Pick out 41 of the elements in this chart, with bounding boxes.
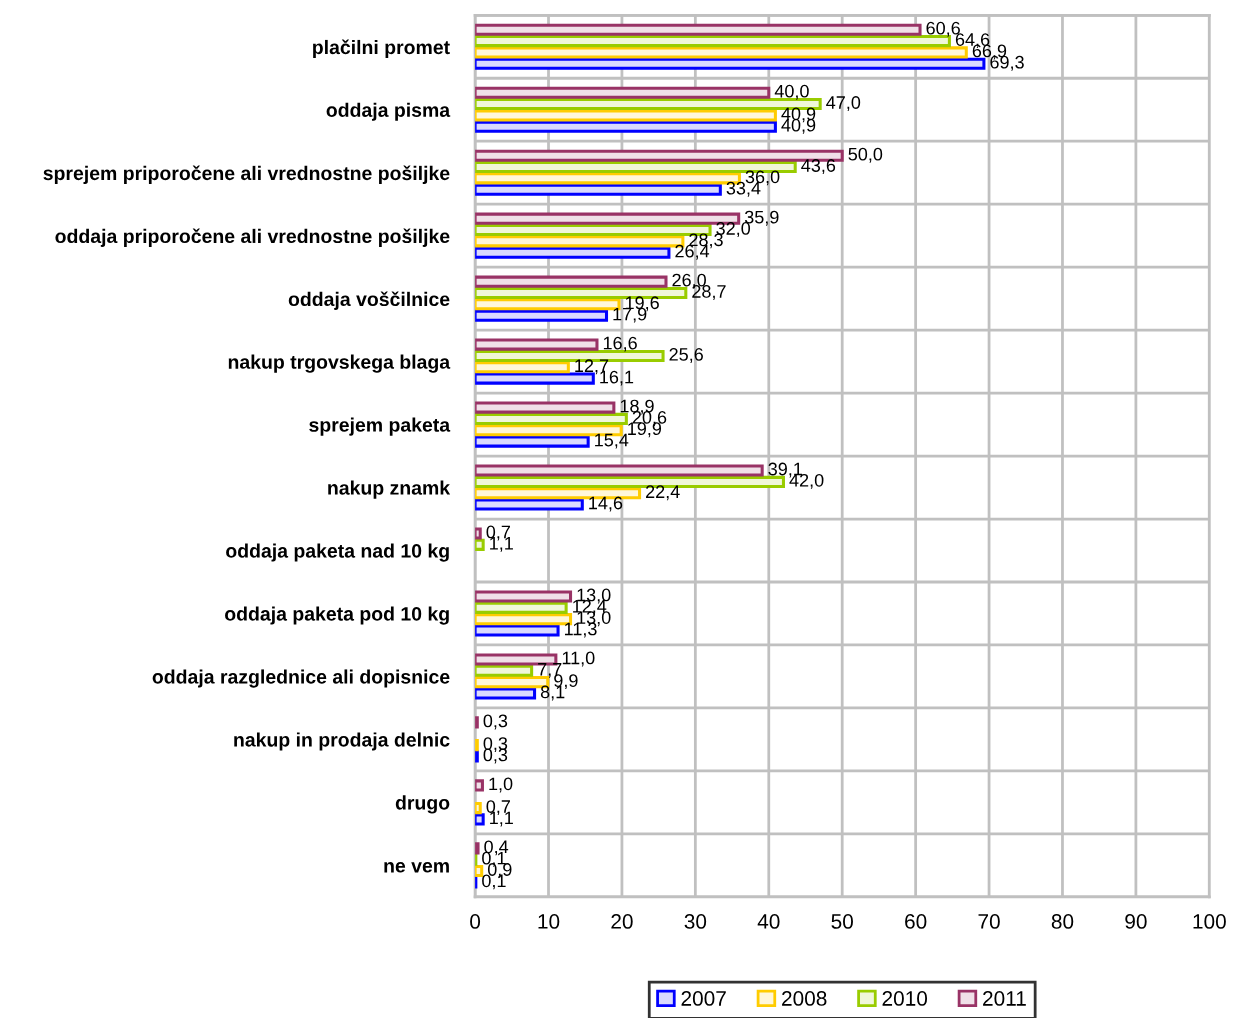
legend-label: 2008 [782, 991, 827, 1006]
x-tick-label: 20 [611, 914, 633, 929]
data-label: 11,0 [562, 651, 595, 667]
data-label: 0,3 [483, 714, 508, 730]
legend-label: 2010 [882, 991, 928, 1006]
y-tick-label: ne vem [384, 861, 449, 873]
data-label: 14,6 [589, 496, 623, 512]
data-label: 43,6 [801, 159, 836, 175]
x-tick-label: 90 [1125, 914, 1147, 929]
x-tick-label: 60 [905, 914, 927, 929]
y-tick-label: oddaja pisma [326, 102, 451, 121]
y-tick-label: oddaja voščilnice [288, 291, 450, 310]
y-tick-label: sprejem priporočene ali vrednostne pošiljke [43, 165, 450, 184]
y-tick-label: sprejem paketa [309, 417, 451, 436]
y-tick-label: nakup znamk [328, 480, 451, 499]
y-tick-label: nakup trgovskega blaga [228, 354, 451, 373]
data-label: 16,6 [603, 336, 637, 352]
data-label: 47,0 [826, 96, 861, 112]
data-label: 22,4 [646, 485, 680, 501]
x-tick-label: 40 [757, 914, 780, 929]
x-tick-label: 100 [1193, 914, 1226, 929]
x-tick-label: 0 [470, 914, 481, 929]
y-tick-label: oddaja razglednice ali dopisnice [152, 669, 450, 688]
y-tick-label: oddaja paketa pod 10 kg [225, 606, 449, 625]
legend-label: 2007 [681, 991, 726, 1006]
y-tick-label: oddaja priporočene ali vrednostne pošiljke [55, 228, 450, 247]
y-tick-label: nakup in prodaja delnic [234, 732, 450, 751]
x-tick-label: 30 [684, 914, 707, 929]
x-tick-label: 50 [831, 914, 853, 929]
x-tick-label: 70 [978, 914, 1000, 929]
data-label: 15,4 [595, 433, 629, 449]
y-tick-label: drugo [395, 795, 450, 814]
y-tick-label: plačilni promet [313, 39, 450, 59]
data-label: 40,0 [774, 84, 809, 100]
data-label: 1,0 [489, 777, 513, 793]
x-tick-label: 10 [538, 914, 560, 929]
data-label: 25,6 [669, 348, 703, 363]
x-tick-label: 80 [1051, 914, 1074, 929]
legend-label: 2011 [983, 991, 1026, 1006]
data-label: 50,0 [848, 147, 883, 163]
y-tick-label: oddaja paketa nad 10 kg [226, 543, 449, 562]
